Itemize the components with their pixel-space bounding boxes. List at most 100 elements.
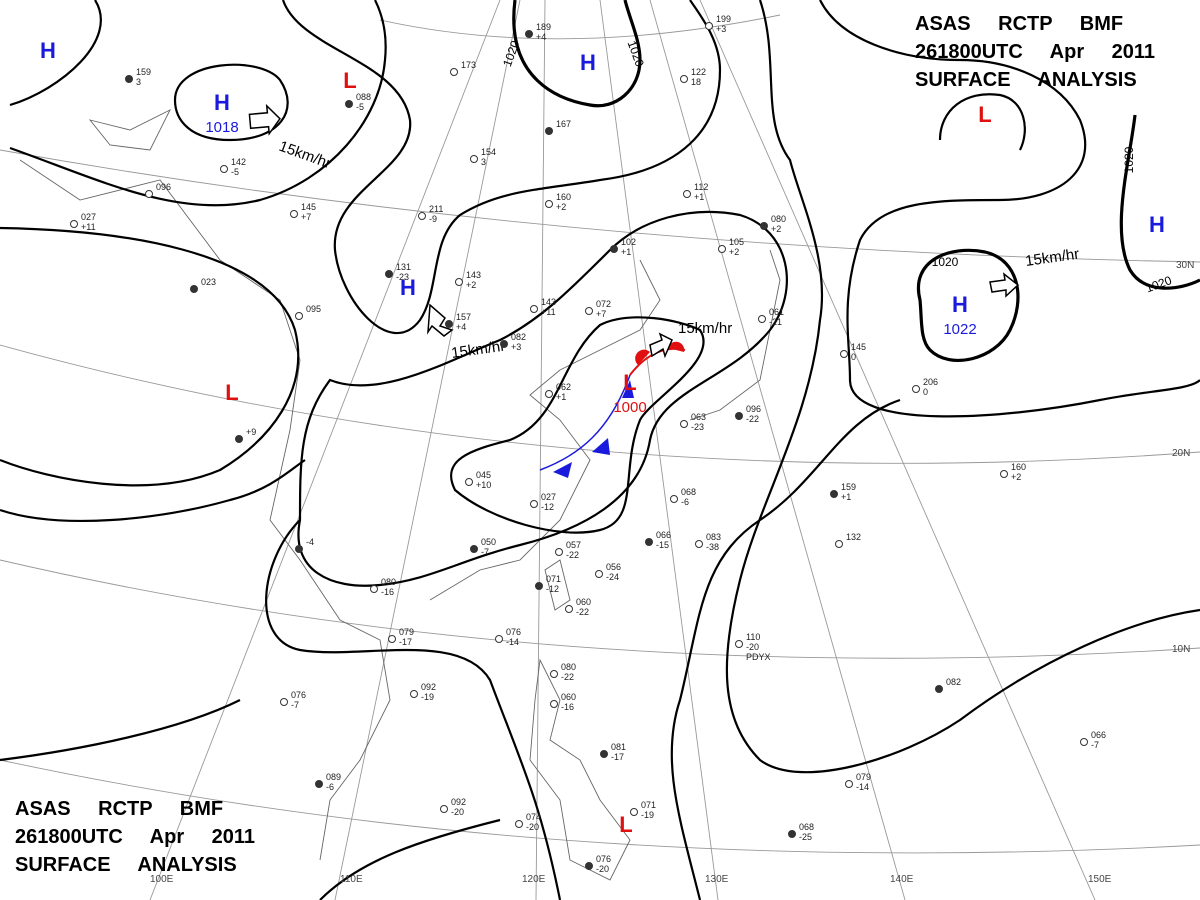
station-marker bbox=[545, 127, 553, 135]
station-marker bbox=[440, 805, 448, 813]
longitude-label: 100E bbox=[150, 874, 174, 885]
station-value: PDYX bbox=[746, 652, 771, 662]
station-marker bbox=[670, 495, 678, 503]
map-line bbox=[599, 0, 719, 900]
pressure-center: L bbox=[623, 370, 636, 395]
station-value: 112 bbox=[694, 182, 708, 192]
station-marker bbox=[530, 305, 538, 313]
station-value: -17 bbox=[399, 637, 412, 647]
station-value: 173 bbox=[461, 60, 476, 70]
station-value: 056 bbox=[606, 562, 621, 572]
station-value: 072 bbox=[596, 299, 611, 309]
pressure-value: 1000 bbox=[613, 399, 646, 416]
latitude-label: 30N bbox=[1176, 260, 1194, 271]
station-value: -12 bbox=[541, 502, 554, 512]
station-marker bbox=[388, 635, 396, 643]
station-value: 066 bbox=[656, 530, 671, 540]
isobar-label: 1020 bbox=[1122, 146, 1136, 173]
station-value: -7 bbox=[291, 700, 299, 710]
longitude-label: 140E bbox=[890, 874, 914, 885]
map-line bbox=[819, 0, 1200, 418]
station-marker bbox=[450, 68, 458, 76]
station-value: +4 bbox=[536, 32, 546, 42]
motion-arrows bbox=[248, 103, 1020, 359]
station-value: 076 bbox=[506, 627, 521, 637]
station-marker bbox=[495, 635, 503, 643]
station-value: 122 bbox=[691, 67, 706, 77]
station-value: 160 bbox=[556, 192, 571, 202]
station-value: +1 bbox=[841, 492, 851, 502]
map-line bbox=[635, 349, 650, 365]
station-marker bbox=[550, 700, 558, 708]
map-line bbox=[725, 0, 1200, 774]
station-value: 189 bbox=[536, 22, 551, 32]
station-value: -14 bbox=[506, 637, 519, 647]
station-value: 145 bbox=[851, 342, 866, 352]
station-value: -16 bbox=[381, 587, 394, 597]
station-value: +2 bbox=[1011, 472, 1021, 482]
station-marker bbox=[758, 315, 766, 323]
station-value: 092 bbox=[421, 682, 436, 692]
station-marker bbox=[788, 830, 796, 838]
station-value: 060 bbox=[576, 597, 591, 607]
station-value: +9 bbox=[246, 427, 256, 437]
station-value: 095 bbox=[306, 304, 321, 314]
station-value: +7 bbox=[301, 212, 311, 222]
map-line bbox=[668, 341, 685, 352]
motion-label: 15km/hr bbox=[678, 320, 732, 337]
station-value: 045 bbox=[476, 470, 491, 480]
station-marker bbox=[705, 22, 713, 30]
station-value: -17 bbox=[611, 752, 624, 762]
station-value: -22 bbox=[576, 607, 589, 617]
station-value: -4 bbox=[306, 537, 314, 547]
station-marker bbox=[585, 307, 593, 315]
map-line bbox=[535, 0, 546, 900]
station-value: -6 bbox=[681, 497, 689, 507]
station-value: 159 bbox=[136, 67, 151, 77]
map-line bbox=[319, 818, 501, 900]
map-line bbox=[9, 0, 102, 107]
station-value: -24 bbox=[606, 572, 619, 582]
station-value: 089 bbox=[326, 772, 341, 782]
station-value: 079 bbox=[399, 627, 414, 637]
station-marker bbox=[645, 538, 653, 546]
station-value: 159 bbox=[841, 482, 856, 492]
station-value: -7 bbox=[481, 547, 489, 557]
station-value: 080 bbox=[561, 662, 576, 672]
station-value: -7 bbox=[1091, 740, 1099, 750]
station-value: 071 bbox=[641, 800, 656, 810]
motion-label: 15km/hr bbox=[1024, 246, 1080, 270]
pressure-center: H bbox=[40, 38, 56, 63]
station-value: +10 bbox=[476, 480, 491, 490]
station-value: -12 bbox=[546, 584, 559, 594]
station-value: 050 bbox=[481, 537, 496, 547]
station-marker bbox=[295, 545, 303, 553]
station-value: 068 bbox=[799, 822, 814, 832]
map-line bbox=[173, 63, 289, 142]
station-value: 131 bbox=[396, 262, 411, 272]
map-line bbox=[989, 272, 1020, 298]
station-value: 060 bbox=[561, 692, 576, 702]
station-value: 081 bbox=[611, 742, 626, 752]
pressure-center: H bbox=[1149, 212, 1165, 237]
station-value: 066 bbox=[1091, 730, 1106, 740]
pressure-center: H bbox=[580, 50, 596, 75]
station-value: -5 bbox=[231, 167, 239, 177]
station-value: +4 bbox=[456, 322, 466, 332]
station-value: 3 bbox=[481, 157, 486, 167]
station-value: 096 bbox=[156, 182, 171, 192]
map-line bbox=[699, 0, 1096, 900]
station-marker bbox=[735, 640, 743, 648]
map-line bbox=[553, 462, 572, 478]
station-value: 076 bbox=[291, 690, 306, 700]
station-value: -38 bbox=[706, 542, 719, 552]
station-marker bbox=[680, 75, 688, 83]
station-marker bbox=[600, 750, 608, 758]
map-line bbox=[512, 0, 642, 108]
station-value: 083 bbox=[706, 532, 721, 542]
station-value: -5 bbox=[356, 102, 364, 112]
station-value: -14 bbox=[856, 782, 869, 792]
station-marker bbox=[680, 420, 688, 428]
station-marker bbox=[845, 780, 853, 788]
station-marker bbox=[585, 862, 593, 870]
